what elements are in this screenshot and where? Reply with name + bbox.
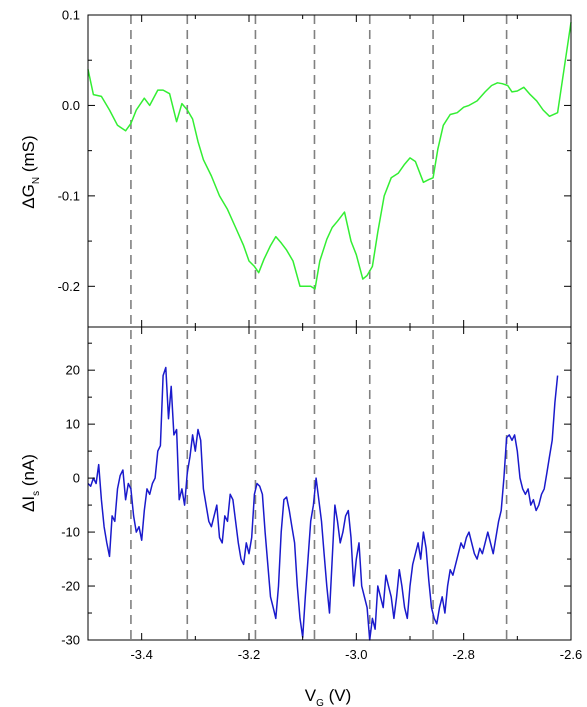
traces (87, 22, 572, 641)
bottom-y-axis-label: ΔIs (nA) (19, 454, 42, 512)
x-tick-label: -2.8 (452, 647, 474, 662)
panel-frames (87, 14, 572, 641)
x-tick-label: -2.6 (560, 647, 582, 662)
tick-labels: 0.1 0.0 -0.1 -0.2 20 10 0 -10 -20 -30 -3.4 -3.2 -3.0… (58, 8, 583, 663)
bottom-y-tick-label: 10 (66, 417, 80, 432)
bottom-y-tick-label: 20 (66, 363, 80, 378)
x-tick-label: -3.4 (130, 647, 152, 662)
bottom-y-tick-label: -20 (61, 579, 80, 594)
top-y-tick-label: -0.2 (58, 279, 80, 294)
top-panel-frame (87, 14, 572, 328)
bottom-y-tick-label: -30 (61, 633, 80, 648)
bottom-y-tick-label: -10 (61, 525, 80, 540)
top-y-tick-label: 0.0 (62, 98, 80, 113)
axis-ticks (87, 14, 572, 641)
bottom-panel-frame (87, 326, 572, 641)
bottom-trace-line-0 (87, 366, 559, 641)
top-y-axis-label: ΔGN (mS) (19, 135, 42, 208)
top-y-tick-label: 0.1 (62, 8, 80, 23)
x-tick-label: -3.2 (238, 647, 260, 662)
x-tick-label: -3.0 (345, 647, 367, 662)
top-y-tick-label: -0.1 (58, 188, 80, 203)
x-axis-label: VG (V) (305, 686, 352, 707)
top-trace-line-0 (87, 22, 572, 290)
bottom-y-tick-label: 0 (73, 471, 80, 486)
